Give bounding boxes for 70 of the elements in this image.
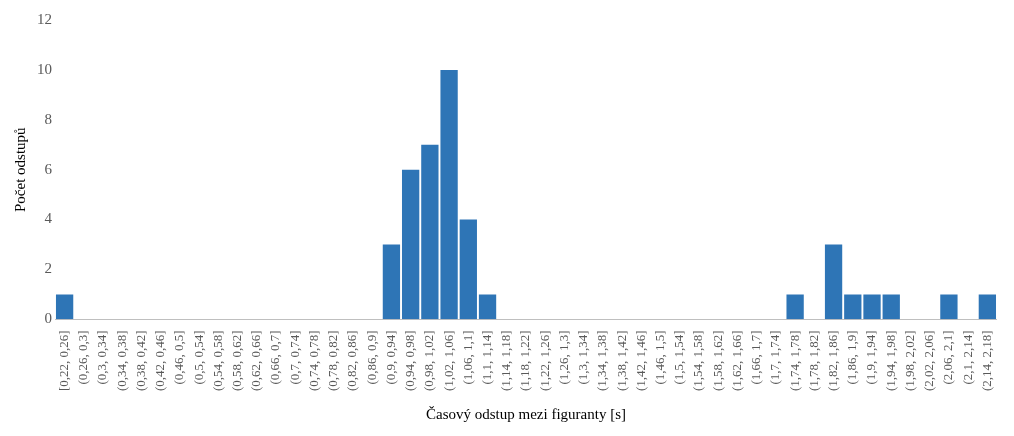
x-tick-label: (0,54, 0,58]	[209, 330, 225, 392]
x-axis-title: Časový odstup mezi figuranty [s]	[426, 405, 626, 422]
y-tick-label: 2	[44, 260, 52, 277]
x-tick-label: (0,82, 0,86]	[344, 330, 360, 392]
x-tick-label: (0,78, 0,82]	[325, 330, 341, 392]
x-tick-label: (1,98, 2,02]	[901, 330, 917, 392]
x-tick-label: (0,42, 0,46]	[152, 330, 168, 392]
x-tick-label: (1,74, 1,78]	[786, 330, 802, 392]
x-tick-label: (1,54, 1,58]	[690, 330, 706, 392]
x-tick-label: (0,66, 0,7]	[267, 330, 283, 385]
x-tick-label: (1,78, 1,82]	[805, 330, 821, 392]
x-tick-label: (1,34, 1,38]	[594, 330, 610, 392]
y-tick-label: 6	[44, 160, 53, 177]
y-tick-label: 4	[44, 210, 53, 227]
x-tick-label: (1,82, 1,86]	[824, 330, 840, 392]
y-tick-label: 10	[37, 60, 52, 77]
x-tick-label: (0,26, 0,3]	[75, 330, 91, 385]
x-tick-label: (2,06, 2,1]	[940, 330, 956, 385]
x-tick-label: (1,46, 1,5]	[651, 330, 667, 385]
x-tick-label: (0,38, 0,42]	[132, 330, 148, 392]
x-tick-label: [0,22, 0,26]	[56, 330, 72, 392]
x-tick-label: (0,94, 0,98]	[402, 330, 418, 392]
bar	[55, 294, 74, 320]
x-tick-label: (1,9, 1,94]	[863, 330, 879, 385]
x-tick-label: (1,22, 1,26]	[536, 330, 552, 392]
y-tick-label: 12	[37, 10, 52, 27]
x-tick-label: (0,9, 0,94]	[382, 330, 398, 385]
x-tick-label: (0,86, 0,9]	[363, 330, 379, 385]
x-tick-label: (0,98, 1,02]	[421, 330, 437, 392]
bar	[844, 294, 862, 320]
x-tick-label: (1,3, 1,34]	[575, 330, 591, 385]
x-tick-label: (1,58, 1,62]	[709, 330, 725, 392]
x-tick-label: (1,26, 1,3]	[555, 330, 571, 385]
x-tick-label: (1,62, 1,66]	[728, 330, 744, 392]
x-tick-label: (1,1, 1,14]	[478, 330, 494, 385]
bar	[401, 169, 420, 320]
x-tick-label: (0,7, 0,74]	[286, 330, 302, 385]
x-tick-label: (0,46, 0,5]	[171, 330, 187, 385]
y-tick-label: 8	[44, 110, 52, 127]
bar	[786, 294, 804, 320]
x-tick-label: (1,42, 1,46]	[632, 330, 648, 392]
x-tick-label: (1,18, 1,22]	[517, 330, 533, 392]
x-tick-label: (1,86, 1,9]	[844, 330, 860, 385]
x-tick-label: (1,94, 1,98]	[882, 330, 898, 392]
x-tick-label: (0,34, 0,38]	[113, 330, 129, 392]
x-tick-label: (1,14, 1,18]	[498, 330, 514, 392]
bar	[940, 294, 958, 320]
bar	[824, 244, 843, 320]
bar	[863, 294, 881, 320]
x-tick-label: (1,02, 1,06]	[440, 330, 456, 392]
bar	[478, 294, 497, 320]
x-tick-label: (1,66, 1,7]	[748, 330, 764, 385]
bar	[382, 244, 401, 320]
x-tick-label: (1,38, 1,42]	[613, 330, 629, 392]
x-tick-label: (1,06, 1,1]	[459, 330, 475, 385]
x-tick-label: (0,74, 0,78]	[305, 330, 321, 392]
x-tick-label: (0,62, 0,66]	[248, 330, 264, 392]
x-tick-label: (0,3, 0,34]	[94, 330, 110, 385]
bar	[459, 219, 477, 320]
y-tick-label: 0	[44, 310, 52, 327]
x-tick-label: (2,14, 2,18]	[978, 330, 994, 392]
x-tick-label: (0,5, 0,54]	[190, 330, 206, 385]
x-tick-label: (1,7, 1,74]	[767, 330, 783, 385]
bar	[978, 294, 997, 320]
y-axis-title: Počet odstupů	[11, 126, 28, 212]
x-tick-label: (1,5, 1,54]	[671, 330, 687, 385]
x-tick-label: (2,1, 2,14]	[959, 330, 975, 385]
x-tick-label: (2,02, 2,06]	[921, 330, 937, 392]
bar	[882, 294, 900, 320]
x-tick-label: (0,58, 0,62]	[229, 330, 245, 392]
